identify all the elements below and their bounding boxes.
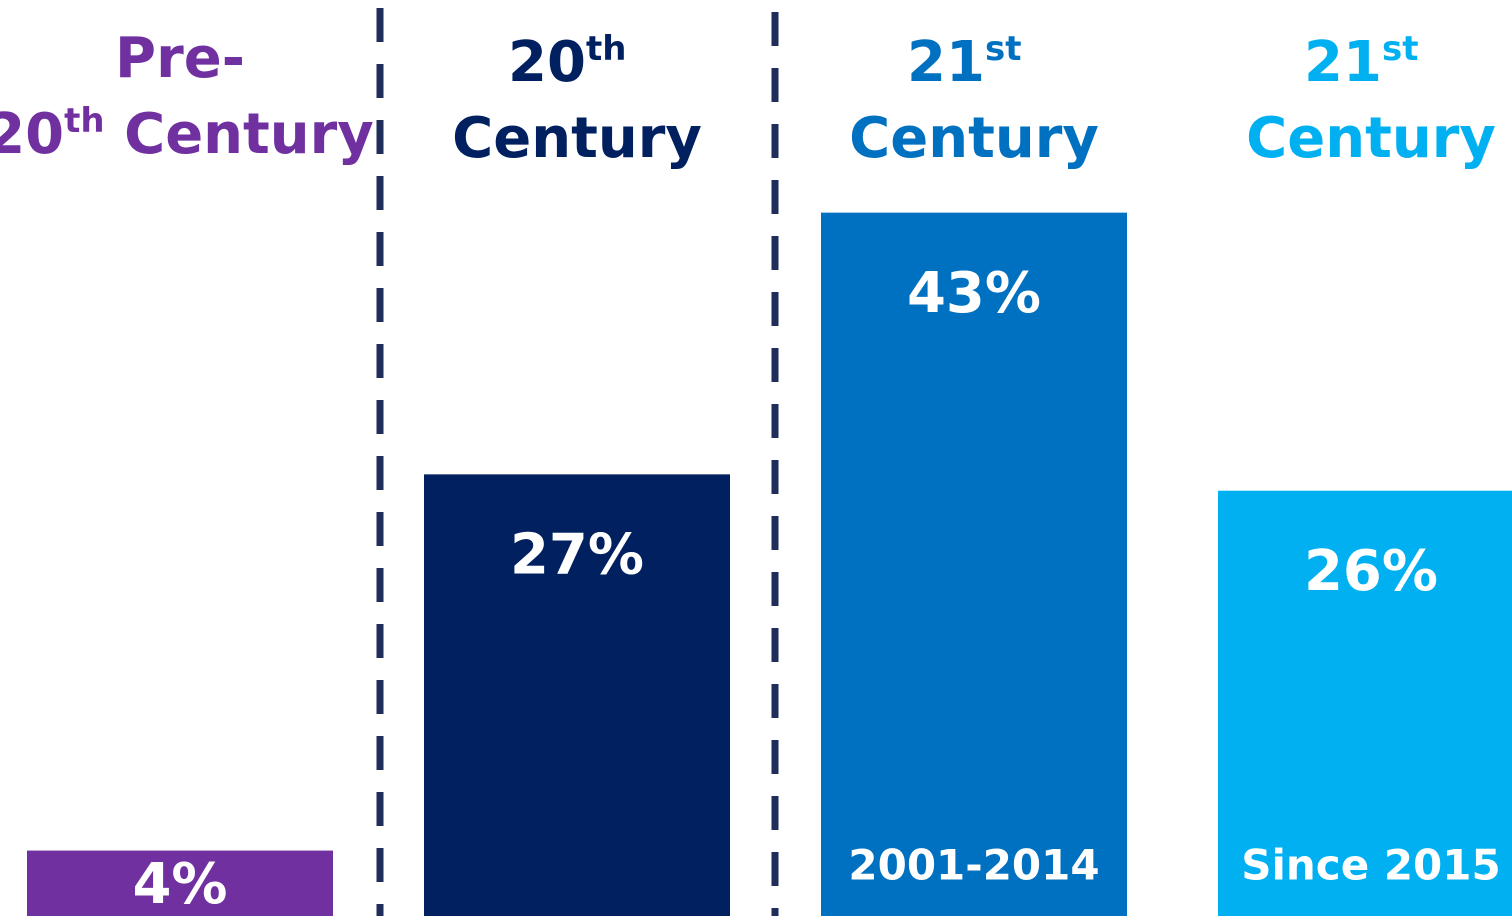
bar — [424, 474, 730, 916]
period-label: Since 2015 — [1241, 841, 1500, 890]
category-label: Pre-20th Century — [0, 26, 374, 167]
bar — [821, 212, 1127, 916]
category-label: 20th Century — [452, 29, 702, 172]
period-label: 2001-2014 — [848, 841, 1099, 890]
bar — [1218, 490, 1512, 916]
value-label: 4% — [132, 852, 227, 916]
bar — [27, 850, 333, 916]
category-label: 21st Century — [849, 29, 1099, 172]
value-label: 26% — [1304, 539, 1438, 604]
value-label: 43% — [907, 261, 1041, 326]
value-label: 27% — [510, 522, 644, 587]
category-label: 21st Century — [1246, 29, 1496, 172]
